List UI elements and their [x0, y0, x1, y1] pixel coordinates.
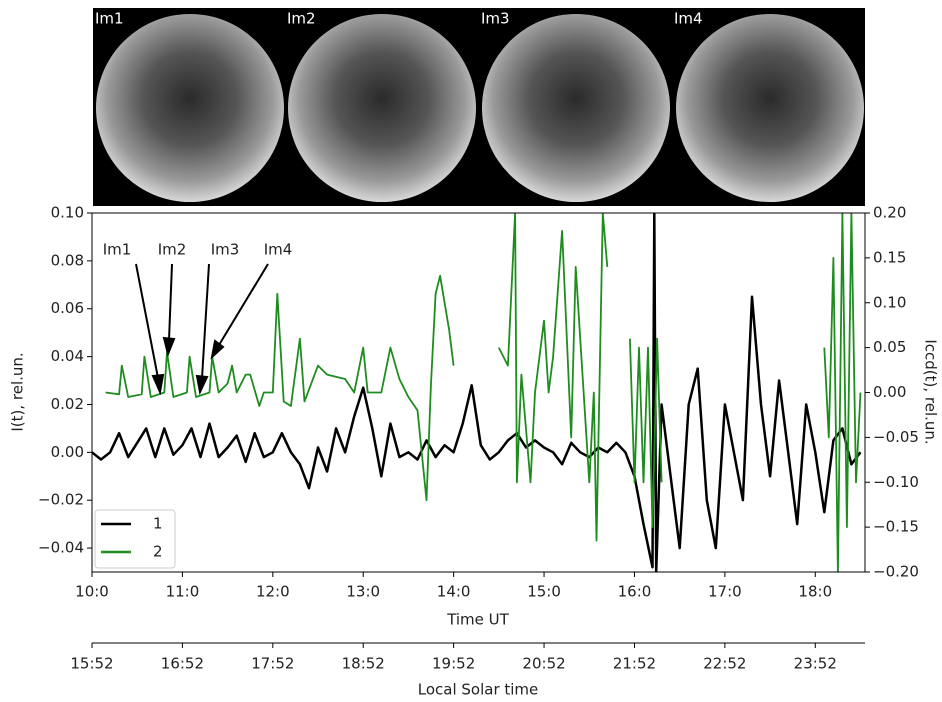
y-tick-label: −0.02 — [38, 491, 84, 509]
sky-image — [482, 14, 670, 202]
x-axis-label: Time UT — [446, 611, 509, 629]
series-line — [105, 213, 862, 572]
x2-tick-label: 18:52 — [342, 655, 385, 673]
x2-tick-label: 16:52 — [161, 655, 204, 673]
x2-axis-label: Local Solar time — [418, 681, 539, 699]
x2-tick-label: 15:52 — [70, 655, 113, 673]
y2-tick-label: 0.15 — [873, 248, 906, 266]
y-axis-label: I(t), rel.un. — [9, 352, 27, 431]
annotation: Im2 — [158, 241, 187, 259]
sky-image — [96, 14, 284, 202]
annotation-arrows — [135, 263, 269, 396]
x2-tick-label: 22:52 — [703, 655, 746, 673]
plot-area — [92, 213, 862, 572]
x2-tick-label: 17:52 — [251, 655, 294, 673]
y2-tick-label: 0.20 — [873, 204, 906, 222]
legend-label: 2 — [153, 543, 163, 561]
series-line — [92, 213, 862, 572]
x2-tick-label: 21:52 — [613, 655, 656, 673]
x-tick-label: 11:0 — [166, 583, 200, 601]
y2-tick-label: −0.15 — [873, 518, 919, 536]
image-strip — [93, 8, 865, 206]
x2-tick-label: 19:52 — [432, 655, 475, 673]
y2-tick-label: 0.00 — [873, 383, 906, 401]
x-tick-label: 16:0 — [618, 583, 652, 601]
annotation: Im3 — [211, 241, 240, 259]
x-tick-label: 10:0 — [75, 583, 109, 601]
y-tick-label: 0.10 — [51, 204, 84, 222]
y-tick-label: 0.00 — [51, 443, 84, 461]
x-tick-label: 12:0 — [256, 583, 290, 601]
y-tick-label: 0.06 — [51, 299, 84, 317]
y2-tick-label: 0.05 — [873, 338, 906, 356]
image-label: Im4 — [674, 10, 703, 28]
x-tick-label: 14:0 — [437, 583, 471, 601]
x-tick-label: 15:0 — [527, 583, 561, 601]
y2-tick-label: −0.20 — [873, 563, 919, 581]
x-tick-label: 13:0 — [346, 583, 380, 601]
x2-tick-label: 23:52 — [794, 655, 837, 673]
y-tick-label: 0.08 — [51, 251, 84, 269]
y-tick-label: 0.02 — [51, 395, 84, 413]
sky-image — [676, 14, 864, 202]
image-label: Im3 — [481, 10, 510, 28]
y2-tick-label: −0.10 — [873, 473, 919, 491]
legend: 12 — [94, 509, 176, 569]
image-label: Im2 — [287, 10, 316, 28]
x2-tick-label: 20:52 — [522, 655, 565, 673]
legend-label: 1 — [153, 515, 163, 533]
x-tick-label: 17:0 — [708, 583, 742, 601]
y-tick-label: 0.04 — [51, 347, 84, 365]
y2-axis-label: Iccd(t), rel.un. — [922, 339, 940, 444]
annotation: Im4 — [264, 241, 293, 259]
y2-tick-label: −0.05 — [873, 428, 919, 446]
x-tick-label: 18:0 — [798, 583, 832, 601]
y-tick-label: −0.04 — [38, 539, 84, 557]
annotation: Im1 — [103, 241, 132, 259]
legend-box — [94, 509, 176, 569]
sky-image — [288, 14, 476, 202]
image-label: Im1 — [95, 10, 124, 28]
y2-tick-label: 0.10 — [873, 293, 906, 311]
